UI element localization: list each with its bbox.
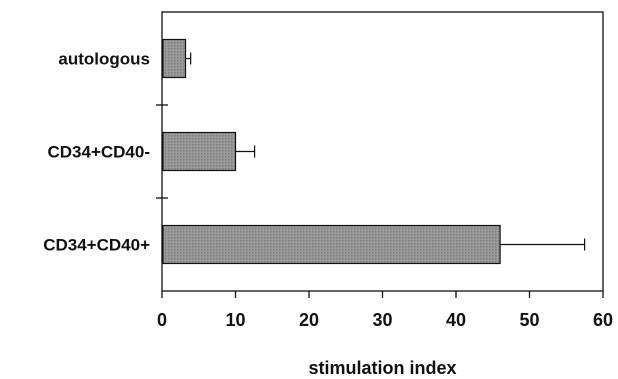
category-label: CD34+CD40-	[47, 143, 150, 162]
bar-cd34-cd40-	[162, 131, 237, 172]
x-tick-label: 0	[157, 310, 167, 330]
x-tick-label: 40	[446, 310, 466, 330]
x-tick-label: 10	[225, 310, 245, 330]
x-tick-label: 50	[519, 310, 539, 330]
bars-group	[162, 38, 586, 265]
category-label: CD34+CD40+	[43, 236, 150, 255]
bar-cd34-cd40-	[162, 224, 501, 265]
x-axis-title: stimulation index	[308, 358, 456, 378]
x-tick-label: 30	[372, 310, 392, 330]
x-tick-label: 60	[593, 310, 613, 330]
x-axis-ticks: 0 10 20 30 40 50 60	[157, 291, 613, 330]
category-labels: autologous CD34+CD40- CD34+CD40+	[43, 50, 150, 255]
category-label: autologous	[58, 50, 150, 69]
bar-autologous	[162, 38, 187, 79]
x-tick-label: 20	[299, 310, 319, 330]
